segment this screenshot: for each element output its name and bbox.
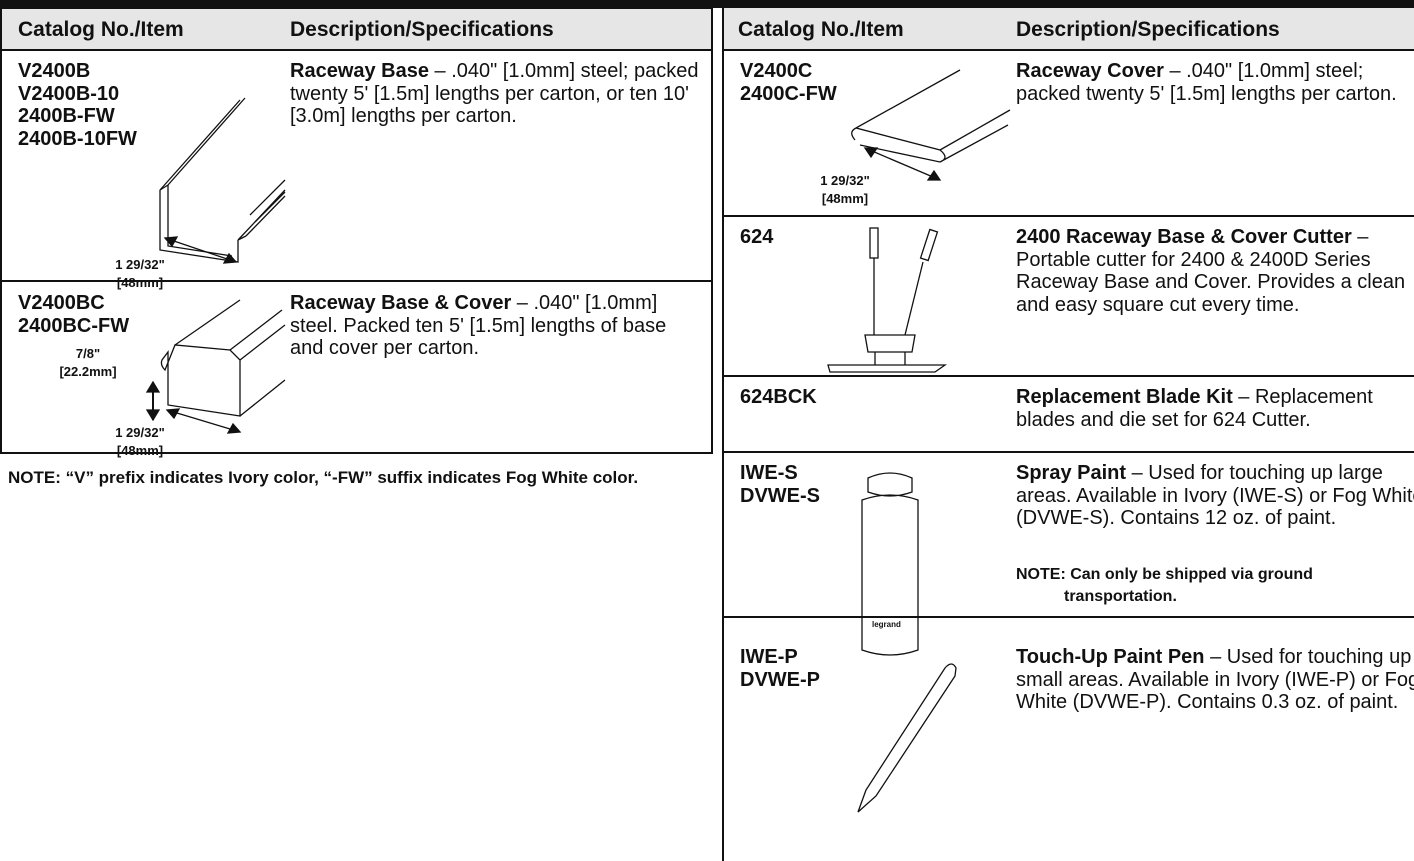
catalog-item: IWE-P bbox=[740, 646, 798, 668]
description-text: – Used for touching up large areas. Avai… bbox=[1016, 462, 1414, 529]
description-title: Raceway Base bbox=[290, 60, 429, 82]
description: Touch-Up Paint Pen – Used for touching u… bbox=[1016, 646, 1414, 714]
note: NOTE: Can only be shipped via ground tra… bbox=[1016, 566, 1313, 605]
dimension-label: 1 29/32" bbox=[820, 173, 870, 188]
catalog-item: 2400B-10FW bbox=[18, 127, 137, 150]
description-text: – .040" [1.0mm] steel; packed twenty 5' … bbox=[1016, 60, 1397, 105]
description: Raceway Cover – .040" [1.0mm] steel; pac… bbox=[1016, 60, 1414, 105]
dimension-label: 7/8" bbox=[75, 346, 101, 361]
catalog-item: 2400BC-FW bbox=[18, 314, 130, 337]
description: 2400 Raceway Base & Cover Cutter – Porta… bbox=[1016, 226, 1414, 316]
catalog-item: 2400B-FW bbox=[18, 105, 115, 127]
dimension-label: 1 29/32" bbox=[115, 257, 165, 272]
description: Raceway Base & Cover – .040" [1.0mm] ste… bbox=[290, 292, 700, 360]
description-title: Replacement Blade Kit bbox=[1016, 386, 1233, 408]
description-title: Spray Paint bbox=[1016, 462, 1127, 484]
description-title: Touch-Up Paint Pen bbox=[1016, 646, 1205, 668]
description-title: Raceway Cover bbox=[1016, 60, 1164, 82]
catalog-item: V2400B-10 bbox=[18, 82, 120, 105]
dimension-label: [48mm] bbox=[116, 443, 164, 458]
catalog-item: V2400C bbox=[740, 60, 813, 82]
description-text: – Portable cutter for 2400 & 2400D Serie… bbox=[1016, 226, 1406, 316]
catalog-item: 624 bbox=[740, 226, 774, 248]
column-header: Catalog No./Item bbox=[18, 18, 184, 41]
description-title: Raceway Base & Cover bbox=[290, 292, 512, 314]
can-label: legrand bbox=[872, 620, 901, 629]
note: NOTE: “V” prefix indicates Ivory color, … bbox=[8, 468, 639, 487]
dimension-label: [22.2mm] bbox=[59, 364, 117, 379]
description: Spray Paint – Used for touching up large… bbox=[1016, 462, 1414, 530]
dimension-label: 1 29/32" bbox=[115, 425, 165, 440]
dimension-label: [48mm] bbox=[116, 275, 164, 290]
catalog-item: 2400C-FW bbox=[740, 82, 837, 105]
catalog-item: DVWE-S bbox=[740, 484, 820, 507]
column-header: Catalog No./Item bbox=[738, 18, 904, 41]
column-header: Description/Specifications bbox=[290, 18, 554, 41]
column-header: Description/Specifications bbox=[1016, 18, 1280, 41]
description-text: – Replacement blades and die set for 624… bbox=[1016, 386, 1373, 431]
catalog-item: DVWE-P bbox=[740, 668, 820, 691]
catalog-item: V2400B bbox=[18, 60, 91, 82]
description-text: – .040" [1.0mm] steel. Packed ten 5' [1.… bbox=[290, 292, 667, 359]
description-text: – .040" [1.0mm] steel; packed twenty 5' … bbox=[290, 60, 699, 127]
description-title: 2400 Raceway Base & Cover Cutter bbox=[1016, 226, 1352, 248]
description: Replacement Blade Kit – Replacement blad… bbox=[1016, 386, 1414, 431]
catalog-item: V2400BC bbox=[18, 292, 105, 314]
catalog-item: IWE-S bbox=[740, 462, 798, 484]
description-text: – Used for touching up small areas. Avai… bbox=[1016, 646, 1414, 713]
description: Raceway Base – .040" [1.0mm] steel; pack… bbox=[290, 60, 700, 128]
catalog-item: 624BCK bbox=[740, 386, 817, 408]
dimension-label: [48mm] bbox=[821, 191, 869, 206]
